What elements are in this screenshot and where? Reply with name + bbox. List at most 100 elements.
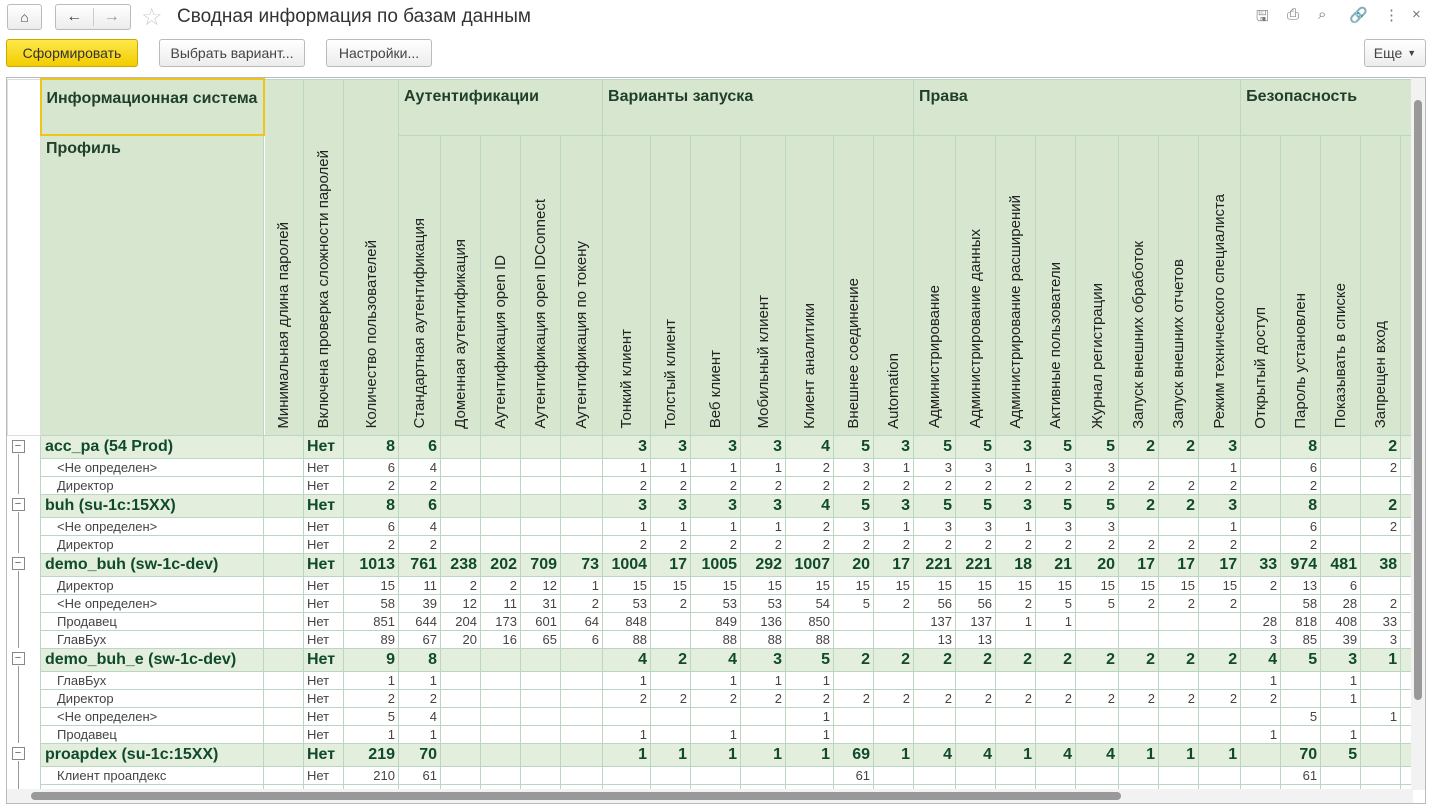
collapse-toggle-icon[interactable]: − (11, 652, 25, 665)
cell-value: 15 (740, 575, 787, 595)
column-header[interactable]: Запуск внешних обработок (1118, 134, 1160, 436)
profile-row[interactable]: ГлавБух Нет 89 67 20 16 65 6 88 88 88 88 13 13 3 85 39 3 (7, 629, 1414, 649)
column-header[interactable]: Администрирование расширений (995, 134, 1037, 436)
cell-value: 1 (602, 516, 652, 536)
generate-button[interactable]: Сформировать (6, 39, 138, 67)
cell-value: 3 (740, 647, 787, 672)
profile-row[interactable]: <Не определен> Нет 58 39 12 11 31 2 53 2 53 53 54 5 2 5… (7, 593, 1414, 613)
column-header[interactable]: Мобильный клиент (740, 134, 787, 436)
column-header[interactable]: Администрирование данных (955, 134, 997, 436)
collapse-toggle-icon[interactable]: − (11, 498, 25, 511)
row-name: acc_pa (54 Prod) (40, 434, 264, 459)
save-icon[interactable]: 🖫 (1256, 8, 1269, 25)
column-header-label: Клиент аналитики (801, 302, 819, 429)
profile-row[interactable]: Продавец Нет 851 644 204 173 601 64 848 849 136 850… (7, 611, 1414, 631)
profile-row[interactable]: ГлавБух Нет 1 1 1 1 1 1 1 1 (7, 670, 1414, 690)
column-header[interactable]: Клиент аналитики (785, 134, 835, 436)
column-header[interactable]: Минимальная длина паролей (263, 78, 304, 436)
cell-value (440, 688, 481, 708)
vertical-scrollbar[interactable] (1411, 78, 1425, 790)
column-header[interactable]: Открытый доступ (1240, 134, 1282, 436)
vertical-scroll-thumb[interactable] (1414, 100, 1422, 700)
more-vertical-icon[interactable]: ⋮ (1384, 7, 1399, 24)
close-icon[interactable]: × (1412, 6, 1421, 23)
profile-row[interactable]: Клиент проапдекс Нет 210 61 61 61 (7, 765, 1414, 785)
column-header[interactable]: Администрирование (913, 134, 957, 436)
profile-row[interactable]: Продавец Нет 1 1 1 1 1 1 1 (7, 724, 1414, 744)
cell-value: 2 (1158, 688, 1200, 708)
column-header[interactable]: Тонкий клиент (602, 134, 652, 436)
home-button[interactable]: ⌂ (7, 4, 42, 30)
column-header-infosystem[interactable]: Информационная система (39, 78, 265, 136)
column-header[interactable]: Запрещен вход (1360, 134, 1402, 436)
profile-row[interactable]: Директор Нет 2 2 2 2 2 2 2 2 2 2 2 2 2 2 2 2 2 2 1 (7, 688, 1414, 708)
cell-value (1158, 670, 1200, 690)
infobase-row[interactable]: − demo_buh_e (sw-1c-dev) Нет 9 8 4 2 4 3 5 2 2 2 2 2 2 2… (7, 647, 1414, 672)
collapse-toggle-icon[interactable]: − (11, 439, 25, 453)
column-header-label: Администрирование расширений (1007, 194, 1025, 429)
column-header[interactable]: Automation (873, 134, 915, 436)
cell-value: 2 (480, 575, 521, 595)
column-header[interactable]: Веб клиент (690, 134, 742, 436)
forward-button[interactable]: → (92, 8, 131, 26)
infobase-row[interactable]: − proapdex (su-1c:15XX) Нет 219 70 1 1 1 1 1 69 1 4 4… (7, 742, 1414, 767)
column-header[interactable]: Аутентификация open IDConnect (520, 134, 561, 436)
column-header[interactable]: Активные пользователи (1035, 134, 1077, 436)
column-header[interactable]: Доменная аутентификация (440, 134, 481, 436)
horizontal-scrollbar[interactable] (7, 789, 1413, 803)
column-header[interactable]: Количество пользователей (343, 78, 399, 436)
collapse-toggle-icon[interactable]: − (11, 747, 25, 760)
more-button[interactable]: Еще ▼ (1364, 39, 1426, 67)
link-icon[interactable]: 🔗 (1349, 7, 1368, 24)
cell-value: 3 (1075, 457, 1120, 477)
choose-variant-button[interactable]: Выбрать вариант... (159, 39, 305, 67)
cell-password-complexity: Нет (303, 765, 344, 785)
column-header[interactable]: Включена проверка сложности паролей (303, 78, 344, 436)
profile-row[interactable]: Директор Нет 15 11 2 2 12 1 15 15 15 15 15 15 15 15 15 15… (7, 575, 1414, 595)
column-header[interactable]: Запуск внешних отчетов (1158, 134, 1200, 436)
cell-value: 12 (440, 593, 481, 613)
column-header[interactable]: Аутентификация по токену (559, 134, 604, 436)
cell-value: 818 (1280, 611, 1322, 631)
cell-value (1118, 724, 1160, 744)
profile-row[interactable]: <Не определен> Нет 5 4 1 5 1 (7, 706, 1414, 726)
column-header[interactable]: Внешнее соединение (833, 134, 875, 436)
collapse-toggle-icon[interactable]: − (11, 557, 25, 570)
profile-row[interactable]: <Не определен> Нет 6 4 1 1 1 1 2 3 1 3 3 1 3 3 1 6 2 (7, 457, 1414, 477)
column-header[interactable]: Стандартная аутентификация (398, 134, 441, 436)
column-header[interactable]: Журнал регистрации (1075, 134, 1120, 436)
cell-value (480, 706, 521, 726)
cell-value (480, 516, 521, 536)
tree-line (17, 517, 19, 535)
cell-value (1240, 742, 1282, 767)
column-header[interactable]: Аутентификация open ID (480, 134, 521, 436)
column-header[interactable]: Режим технического специалиста (1198, 134, 1242, 436)
cell-value: 3 (1198, 434, 1242, 459)
profile-row[interactable]: Директор Нет 2 2 2 2 2 2 2 2 2 2 2 2 2 2 2 2 2 2 (7, 534, 1414, 554)
favorite-star-icon[interactable]: ☆ (141, 4, 163, 31)
tree-line (17, 630, 19, 648)
column-header[interactable]: Показывать в списке (1320, 134, 1362, 436)
settings-button[interactable]: Настройки... (326, 39, 432, 67)
horizontal-scroll-thumb[interactable] (31, 792, 1121, 800)
cell-value: 73 (559, 552, 604, 577)
back-button[interactable]: ← (66, 8, 83, 25)
infobase-row[interactable]: − buh (su-1c:15XX) Нет 8 6 3 3 3 3 4 5 3 5 5 3 5 5 2 2 3 8 2 (7, 493, 1414, 518)
infobase-row[interactable]: − acc_pa (54 Prod) Нет 8 6 3 3 3 3 4 5 3 5 5 3 5 5 2 2 3 8 2 (7, 434, 1414, 459)
cell-value (1240, 457, 1282, 477)
cell-value: 2 (1158, 493, 1200, 518)
cell-value (1240, 493, 1282, 518)
column-header-profile[interactable]: Профиль (40, 134, 264, 436)
cell-value: 5 (833, 493, 875, 518)
column-header[interactable]: Толстый клиент (650, 134, 692, 436)
print-icon[interactable]: ⎙ (1287, 6, 1300, 23)
cell-value (913, 670, 957, 690)
profile-row[interactable]: <Не определен> Нет 6 4 1 1 1 1 2 3 1 3 3 1 3 3 1 6 2 (7, 516, 1414, 536)
tree-gutter (7, 458, 41, 476)
cell-value (1035, 670, 1077, 690)
infobase-row[interactable]: − demo_buh (sw-1c-dev) Нет 1013 761 238 202 709… (7, 552, 1414, 577)
cell-value (650, 765, 692, 785)
preview-icon[interactable]: ⌕ (1318, 6, 1327, 23)
profile-row[interactable]: Директор Нет 2 2 2 2 2 2 2 2 2 2 2 2 2 2 2 2 2 2 (7, 475, 1414, 495)
column-header[interactable]: Пароль установлен (1280, 134, 1322, 436)
